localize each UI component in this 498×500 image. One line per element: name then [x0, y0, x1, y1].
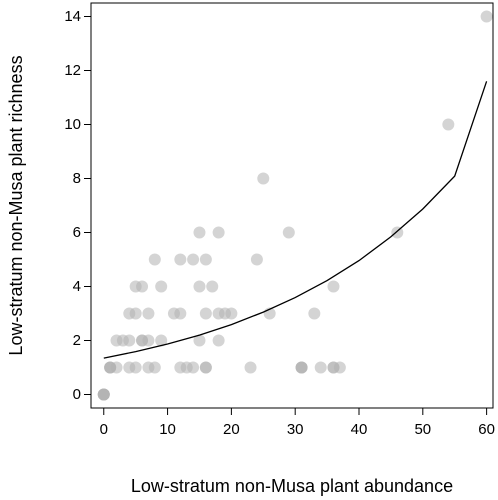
y-tick-label: 12: [64, 62, 81, 79]
data-point: [199, 253, 212, 266]
data-point: [327, 280, 340, 293]
fit-curve-group: [103, 81, 488, 359]
data-point: [129, 307, 142, 320]
data-point: [244, 361, 257, 374]
y-tick-label: 10: [64, 116, 81, 133]
data-point: [250, 253, 263, 266]
data-point: [187, 361, 200, 374]
data-point: [123, 334, 136, 347]
x-axis: 0 10 20 30 40 50 60: [100, 408, 495, 438]
data-point: [193, 334, 206, 347]
data-point: [257, 172, 270, 185]
data-point: [295, 361, 308, 374]
data-point: [187, 253, 200, 266]
x-tick-label: 50: [414, 421, 431, 438]
data-point: [193, 280, 206, 293]
x-tick-label: 60: [478, 421, 495, 438]
data-point: [110, 361, 123, 374]
data-point: [314, 361, 327, 374]
data-point: [480, 10, 493, 23]
data-point: [148, 253, 161, 266]
data-point: [206, 280, 219, 293]
data-point: [199, 307, 212, 320]
y-tick-label: 0: [73, 386, 81, 403]
data-point: [97, 388, 110, 401]
data-point: [442, 118, 455, 131]
data-points: [97, 10, 493, 401]
fit-curve: [103, 81, 488, 359]
data-point: [174, 307, 187, 320]
data-point: [136, 280, 149, 293]
y-tick-label: 2: [73, 332, 81, 349]
data-point: [155, 280, 168, 293]
x-axis-title: Low-stratum non-Musa plant abundance: [131, 476, 453, 496]
data-point: [148, 361, 161, 374]
data-point: [212, 226, 225, 239]
y-axis-title: Low-stratum non-Musa plant richness: [6, 55, 26, 355]
y-tick-label: 4: [73, 278, 81, 295]
data-point: [391, 226, 404, 239]
x-tick-label: 40: [351, 421, 368, 438]
y-tick-label: 14: [64, 8, 81, 25]
data-point: [155, 334, 168, 347]
data-point: [174, 253, 187, 266]
data-point: [129, 361, 142, 374]
x-tick-label: 0: [100, 421, 108, 438]
x-tick-label: 10: [159, 421, 176, 438]
data-point: [333, 361, 346, 374]
data-point: [193, 226, 206, 239]
y-tick-label: 8: [73, 170, 81, 187]
plot-frame: [90, 2, 494, 409]
data-point: [142, 307, 155, 320]
data-point: [308, 307, 321, 320]
data-point: [199, 361, 212, 374]
x-tick-label: 30: [287, 421, 304, 438]
x-tick-label: 20: [223, 421, 240, 438]
data-point: [212, 334, 225, 347]
y-axis: 0 2 4 6 8 10 12 14: [64, 8, 91, 403]
data-point: [282, 226, 295, 239]
y-tick-label: 6: [73, 224, 81, 241]
data-point: [142, 334, 155, 347]
data-point: [225, 307, 238, 320]
